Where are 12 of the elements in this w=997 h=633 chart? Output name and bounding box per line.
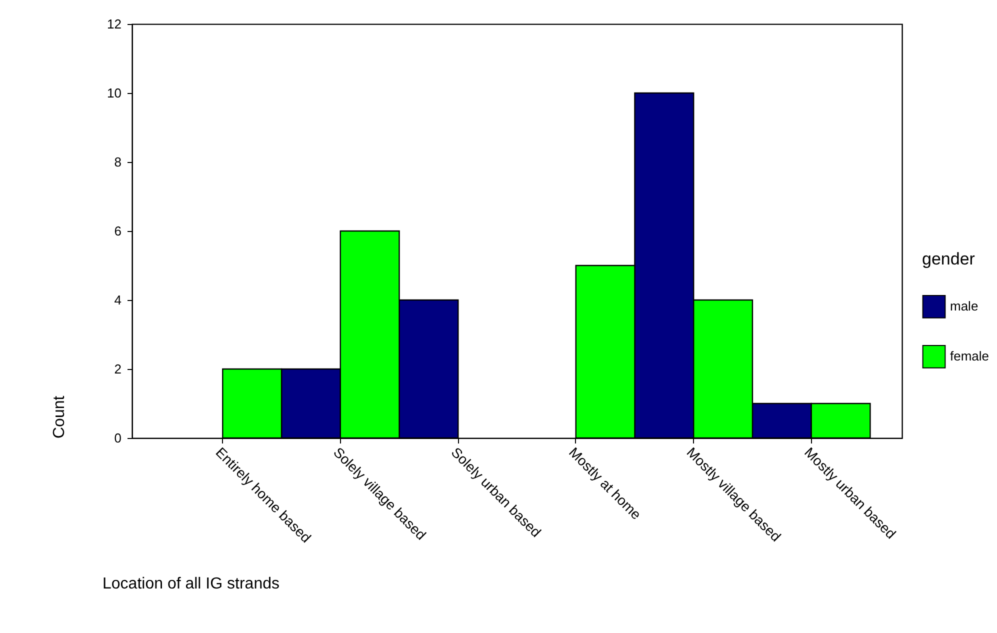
legend-label: male bbox=[950, 298, 978, 314]
y-axis-title: Count bbox=[51, 395, 68, 438]
y-tick-label: 8 bbox=[114, 154, 122, 170]
legend-label: female bbox=[950, 348, 990, 364]
y-tick-label: 12 bbox=[107, 16, 122, 32]
y-tick-label: 2 bbox=[114, 362, 122, 376]
y-tick-label: 0 bbox=[114, 430, 122, 446]
y-tick-label: 10 bbox=[107, 86, 122, 100]
y-tick-label: 4 bbox=[114, 292, 122, 308]
x-axis-title: Location of all IG strands bbox=[102, 576, 280, 593]
legend-title: gender bbox=[922, 250, 976, 269]
y-tick-label: 6 bbox=[114, 224, 122, 238]
